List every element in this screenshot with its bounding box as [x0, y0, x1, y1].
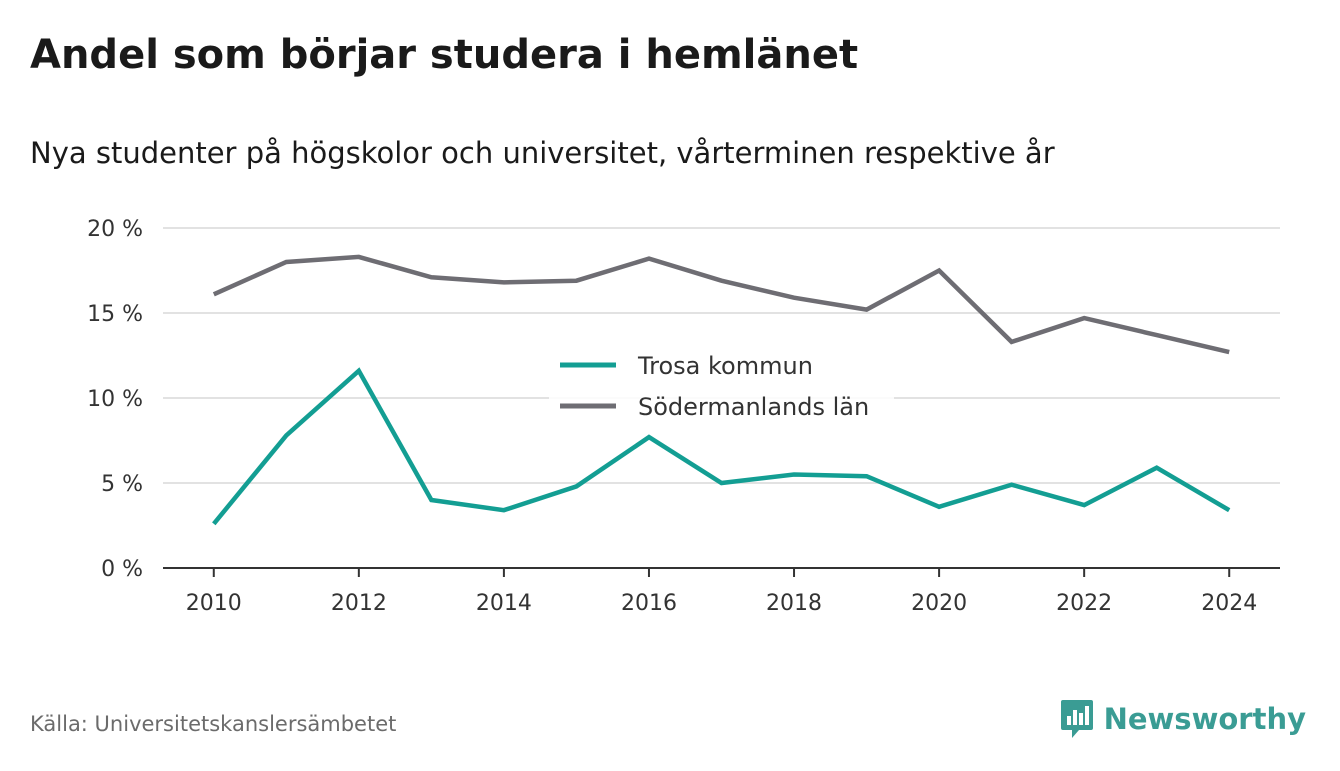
- y-tick-label: 10 %: [87, 387, 143, 412]
- series-lines: [212, 254, 1231, 526]
- legend-label: Södermanlands län: [638, 393, 869, 421]
- legend-background: [549, 339, 894, 425]
- x-axis: 2010 2012 2014 2016 2018 2020 2022 2024: [163, 567, 1280, 616]
- series-line-trosa-kommun: [212, 367, 1231, 526]
- x-tick-label: 2018: [766, 591, 822, 616]
- brand-name: Newsworthy: [1103, 702, 1306, 736]
- x-tick-label: 2012: [331, 591, 387, 616]
- chart-title: Andel som börjar studera i hemlänet: [30, 32, 859, 78]
- source-note: Källa: Universitetskanslersämbetet: [30, 712, 397, 736]
- legend: Trosa kommun Södermanlands län: [549, 339, 894, 425]
- x-tick-label: 2024: [1201, 591, 1257, 616]
- series-line-södermanlands-län: [212, 254, 1230, 355]
- y-tick-label: 15 %: [87, 302, 143, 327]
- y-axis-ticks: 0 % 5 % 10 % 15 % 20 %: [87, 217, 143, 582]
- x-tick-label: 2022: [1056, 591, 1112, 616]
- legend-label: Trosa kommun: [637, 352, 813, 380]
- newsworthy-logo-icon: [1060, 700, 1093, 738]
- x-tick-label: 2016: [621, 591, 677, 616]
- y-tick-label: 20 %: [87, 217, 143, 242]
- y-tick-label: 5 %: [101, 472, 143, 497]
- chart-subtitle: Nya studenter på högskolor och universit…: [30, 136, 1055, 170]
- y-tick-label: 0 %: [101, 557, 143, 582]
- brand-logo: Newsworthy: [1060, 697, 1306, 741]
- x-tick-label: 2020: [911, 591, 967, 616]
- x-tick-label: 2010: [186, 591, 242, 616]
- x-tick-label: 2014: [476, 591, 532, 616]
